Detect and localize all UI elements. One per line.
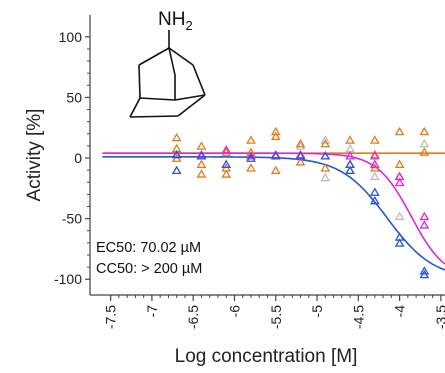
orange-data-point — [221, 147, 232, 156]
x-tick-label: -5.5 — [268, 305, 284, 329]
x-tick-label: -3.5 — [433, 305, 445, 329]
x-tick-label: -4 — [392, 305, 408, 318]
gray-data-point — [369, 171, 380, 181]
blue-data-point — [246, 153, 256, 162]
ec50-annotation: EC50: 70.02 µM — [96, 240, 201, 256]
y-ticks: 100 50 0 -50 -100 — [54, 29, 90, 287]
amantadine-structure — [129, 30, 206, 118]
blue-data-point — [394, 238, 405, 247]
orange-data-point — [196, 169, 207, 178]
gray-data-point — [345, 143, 355, 153]
x-axis-label: Log concentration [M] — [175, 346, 358, 367]
blue-data-point — [171, 149, 182, 159]
gray-data-point — [320, 135, 331, 144]
y-tick-label: 100 — [59, 29, 83, 45]
y-tick-label: -100 — [54, 271, 82, 287]
data-points — [171, 126, 430, 279]
blue-data-point — [369, 187, 380, 196]
orange-data-point — [394, 159, 405, 168]
gray-data-point — [394, 211, 405, 221]
orange-data-point — [171, 132, 182, 142]
magenta-fit-curve — [102, 152, 445, 265]
orange-data-point — [320, 163, 331, 172]
orange-data-point — [320, 138, 331, 148]
orange-data-point — [270, 126, 281, 136]
y-tick-label: 0 — [74, 150, 82, 166]
blue-data-point — [369, 195, 380, 205]
x-ticks: -7.5 -7 -6.5 -6 -5.5 -5 -4.5 -4 -3.5 — [103, 295, 445, 329]
orange-data-point — [246, 135, 256, 144]
blue-data-point — [419, 266, 430, 275]
blue-data-point — [196, 151, 207, 160]
x-tick-label: -7 — [144, 305, 160, 318]
y-tick-label: 50 — [66, 89, 82, 105]
orange-data-point — [270, 131, 281, 141]
magenta-data-point — [419, 211, 430, 221]
orange-data-point — [419, 126, 430, 136]
orange-data-point — [196, 159, 207, 168]
blue-data-point — [221, 159, 232, 168]
y-tick-label: -50 — [62, 211, 82, 227]
blue-data-point — [295, 151, 306, 160]
blue-data-point — [345, 165, 355, 175]
x-tick-label: -6.5 — [185, 305, 201, 329]
orange-data-point — [419, 147, 430, 156]
magenta-data-point — [419, 220, 430, 229]
molecule-label-main: NH — [158, 9, 185, 30]
orange-data-point — [270, 165, 281, 175]
magenta-data-point — [394, 177, 405, 187]
blue-data-point — [419, 269, 430, 279]
orange-data-point — [345, 135, 355, 144]
gray-data-point — [320, 172, 331, 182]
orange-data-point — [221, 169, 232, 178]
molecule-label: NH2 — [158, 9, 193, 33]
gray-data-point — [295, 141, 306, 150]
x-tick-label: -4.5 — [350, 305, 366, 329]
orange-data-point — [369, 135, 380, 144]
x-tick-label: -5 — [309, 305, 325, 318]
magenta-data-point — [369, 151, 380, 160]
magenta-data-point — [369, 159, 380, 168]
magenta-data-point — [246, 151, 256, 160]
gray-data-point — [419, 138, 430, 148]
magenta-data-point — [345, 151, 355, 160]
cc50-annotation: CC50: > 200 µM — [96, 261, 202, 277]
magenta-data-point — [221, 144, 232, 154]
x-tick-label: -7.5 — [103, 305, 119, 329]
orange-data-point — [196, 141, 207, 150]
orange-data-point — [246, 163, 256, 172]
y-axis-label: Activity [%] — [24, 109, 45, 202]
x-tick-label: -6 — [226, 305, 242, 318]
orange-data-point — [295, 138, 306, 148]
molecule-label-subscript: 2 — [185, 18, 192, 33]
blue-data-point — [171, 165, 182, 175]
blue-data-point — [270, 151, 281, 160]
orange-data-point — [394, 126, 405, 136]
orange-data-point — [295, 157, 306, 166]
blue-data-point — [320, 151, 331, 160]
